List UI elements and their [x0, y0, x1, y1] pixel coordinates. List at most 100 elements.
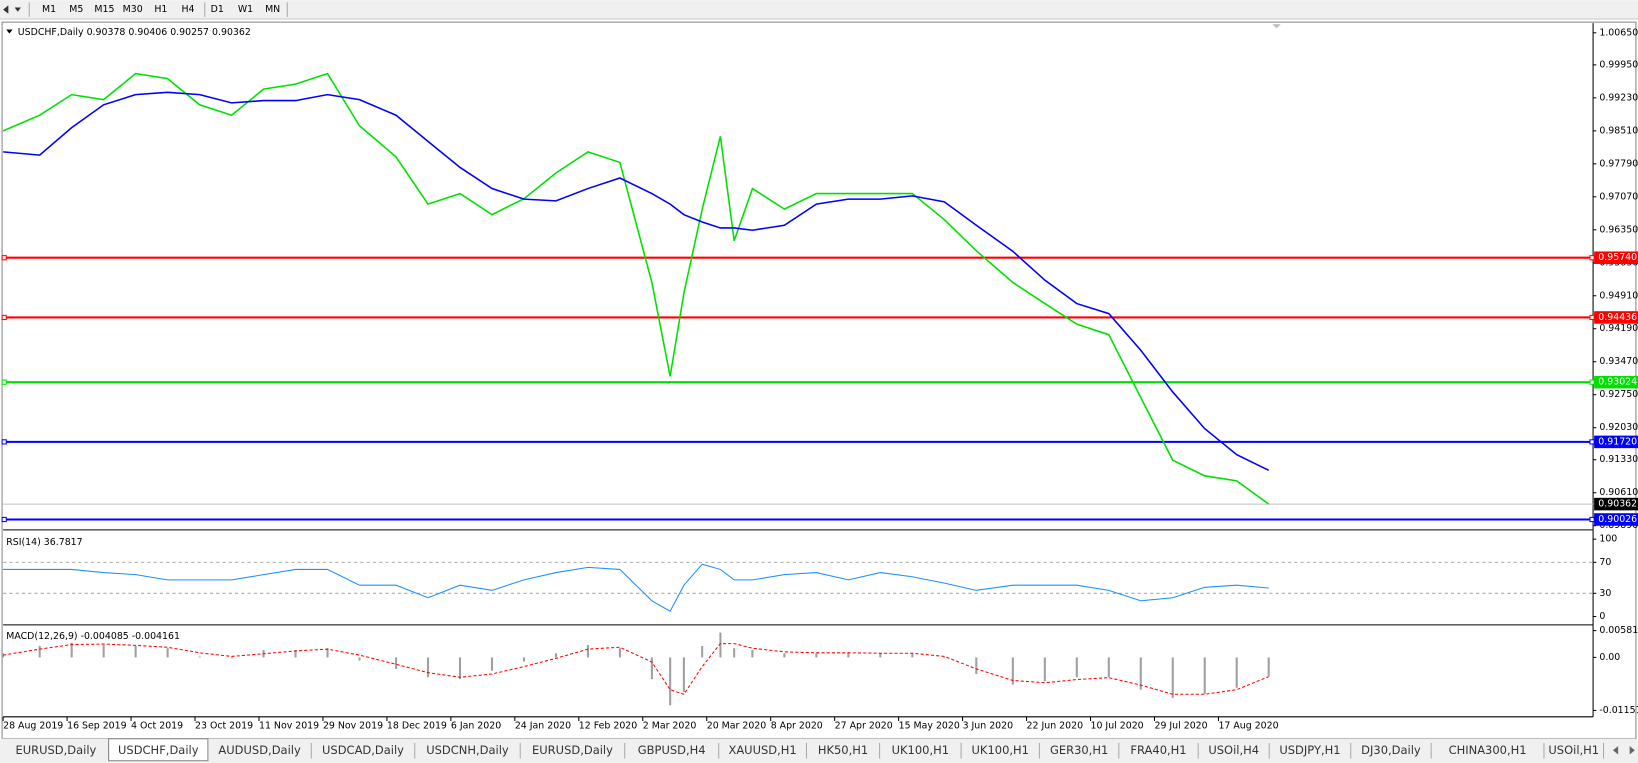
tab[interactable]: HK50,H1: [818, 743, 881, 759]
tab[interactable]: USDJPY,H1: [1279, 743, 1352, 759]
level-handle[interactable]: [1589, 379, 1595, 385]
level-label: 0.94436: [1598, 312, 1637, 323]
level-handle[interactable]: [1589, 255, 1595, 261]
tab[interactable]: USOil,H4: [1208, 743, 1270, 759]
tab-label: USDCAD,Daily: [322, 743, 404, 757]
level-handle[interactable]: [1, 439, 7, 445]
tab[interactable]: DJ30,Daily: [1361, 743, 1432, 759]
macd-bar: [733, 648, 736, 658]
panel-title: RSI(14) 36.7817: [6, 537, 82, 548]
tab[interactable]: FRA40,H1: [1130, 743, 1199, 759]
series-line: [3, 563, 1269, 612]
y-tick-label: 1.00650: [1599, 27, 1638, 38]
tab-active-bg: [108, 738, 209, 762]
y-tick-label: 70: [1599, 557, 1611, 568]
y-tick-label: 0.93470: [1599, 356, 1638, 367]
x-tick-label: 29 Nov 2019: [323, 721, 383, 732]
macd-bar: [847, 652, 850, 658]
level-handle[interactable]: [1, 314, 7, 321]
macd-bar: [815, 653, 818, 658]
level-handle[interactable]: [1, 255, 7, 261]
panel-title: MACD(12,26,9) -0.004085 -0.004161: [6, 631, 180, 642]
timeframe-button[interactable]: M5: [69, 4, 83, 15]
x-tick-label: 8 Apr 2020: [771, 721, 823, 732]
macd-bar: [1043, 657, 1046, 682]
timeframe-button[interactable]: M15: [94, 4, 114, 15]
x-tick-label: 2 Mar 2020: [643, 721, 697, 732]
x-tick-label: 23 Oct 2019: [195, 721, 253, 732]
tab[interactable]: GBPUSD,H4: [638, 743, 720, 759]
tab-label: USOil,H4: [1208, 743, 1259, 757]
x-tick-label: 27 Apr 2020: [835, 721, 893, 732]
macd-bar: [134, 645, 137, 658]
tab-label: DJ30,Daily: [1361, 743, 1421, 757]
macd-bar: [326, 648, 329, 658]
tab[interactable]: USOil,H1: [1548, 743, 1605, 759]
tab-label: CHINA300,H1: [1449, 743, 1527, 757]
tab[interactable]: UK100,H1: [892, 743, 962, 759]
macd-bar: [1203, 657, 1206, 694]
y-tick-label: 100: [1599, 534, 1617, 545]
macd-bar: [879, 653, 882, 658]
macd-bar: [294, 650, 297, 658]
macd-bar: [102, 644, 105, 658]
timeframe-button[interactable]: MN: [265, 4, 280, 15]
y-tick-label: 30: [1599, 588, 1611, 599]
level-handle[interactable]: [1, 379, 7, 385]
tab[interactable]: UK100,H1: [972, 743, 1040, 759]
macd-bar: [1107, 657, 1110, 678]
tab-label: EURUSD,Daily: [532, 743, 613, 757]
y-tick-label: 0.92030: [1599, 422, 1638, 433]
x-tick-label: 11 Nov 2019: [259, 721, 319, 732]
tab-scroll[interactable]: [1612, 746, 1635, 755]
timeframe-button[interactable]: D1: [211, 4, 224, 15]
level-handle[interactable]: [1589, 314, 1595, 321]
tab[interactable]: USDCHF,Daily: [108, 738, 209, 762]
macd-bar: [395, 657, 398, 669]
chart-menu-arrow[interactable]: [6, 29, 13, 34]
timeframe-button[interactable]: H4: [182, 4, 195, 15]
tab-label: GBPUSD,H4: [638, 743, 706, 757]
level-handle[interactable]: [1, 516, 7, 523]
y-tick-label: 0: [1599, 611, 1605, 622]
level-label: 0.90026: [1598, 514, 1637, 525]
macd-bar: [1139, 657, 1142, 690]
timeframe-button[interactable]: W1: [238, 4, 253, 15]
macd-bar: [682, 657, 685, 692]
current-price-box: [1594, 497, 1638, 511]
toolbar-icon[interactable]: [3, 5, 21, 14]
timeframe-button[interactable]: H1: [154, 4, 167, 15]
timeframe-button[interactable]: M1: [42, 4, 56, 15]
level-handle[interactable]: [1589, 439, 1595, 445]
level-label: 0.91720: [1598, 436, 1637, 447]
tab-label: GER30,H1: [1050, 743, 1108, 757]
tab[interactable]: GER30,H1: [1050, 743, 1120, 759]
series-line: [2, 72, 1270, 505]
chart-shift-marker[interactable]: [1272, 24, 1281, 29]
x-tick-label: 24 Jan 2020: [515, 721, 571, 732]
tab[interactable]: USDCAD,Daily: [322, 743, 416, 759]
macd-bar: [943, 657, 946, 659]
level-handle[interactable]: [1589, 516, 1595, 523]
level-label: 0.95740: [1598, 252, 1637, 263]
tab[interactable]: AUDUSD,Daily: [218, 743, 312, 759]
x-tick-label: 22 Jun 2020: [1027, 721, 1084, 732]
level-label-box: [1594, 435, 1638, 449]
tab[interactable]: XAUUSD,H1: [728, 743, 807, 759]
tab-label: HK50,H1: [818, 743, 868, 757]
level-label-box: [1594, 251, 1638, 264]
x-tick-label: 16 Sep 2019: [67, 721, 127, 732]
timeframe-button[interactable]: M30: [123, 4, 143, 15]
macd-bar: [554, 653, 558, 658]
macd-bar: [230, 657, 233, 659]
tab-label: FRA40,H1: [1130, 743, 1186, 757]
tab[interactable]: EURUSD,Daily: [532, 743, 626, 759]
tab[interactable]: CHINA300,H1: [1449, 743, 1545, 759]
tab[interactable]: USDCNH,Daily: [426, 743, 521, 759]
y-tick-label: 0.97790: [1599, 158, 1638, 169]
x-tick-label: 12 Feb 2020: [579, 721, 637, 732]
macd-bar: [1011, 657, 1014, 685]
macd-bar: [751, 650, 754, 658]
level-label-box: [1594, 311, 1638, 324]
tab[interactable]: EURUSD,Daily: [15, 743, 110, 759]
